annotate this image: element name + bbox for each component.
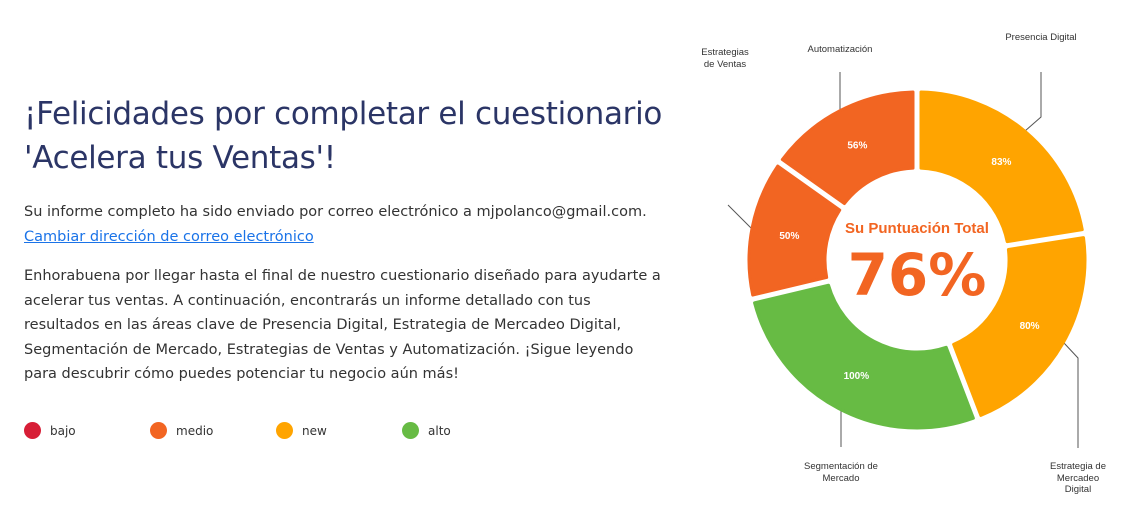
legend-item-bajo: bajo — [24, 422, 150, 439]
slice-value-label: 83% — [991, 157, 1011, 168]
legend-label: medio — [176, 423, 214, 438]
legend-item-alto: alto — [402, 422, 528, 439]
slice-value-label: 80% — [1020, 321, 1040, 332]
leader-line-mercadeo — [1063, 342, 1079, 448]
slice-value-label: 100% — [844, 371, 870, 382]
label-segmentacion: Segmentación de Mercado — [804, 461, 878, 484]
leader-line-ventas — [727, 204, 753, 230]
label-estrategias-ventas: Estrategias de Ventas — [701, 47, 749, 70]
total-score-value: 76% — [848, 241, 987, 309]
label-presencia: Presencia Digital — [1005, 32, 1077, 43]
leader-line-presencia — [1024, 72, 1042, 132]
legend-dot — [150, 422, 167, 439]
intro-paragraph: Enhorabuena por llegar hasta el final de… — [24, 268, 661, 382]
label-automatizacion: Automatización — [807, 44, 873, 55]
legend: bajo medio new alto — [24, 422, 528, 439]
donut-slice — [747, 164, 842, 297]
legend-label: bajo — [50, 423, 76, 438]
legend-item-new: new — [276, 422, 402, 439]
donut-slice — [919, 90, 1084, 244]
email-sent-text: Su informe completo ha sido enviado por … — [24, 200, 664, 249]
leader-lines — [727, 72, 1079, 448]
donut-slice — [753, 283, 975, 430]
donut-slice — [780, 90, 915, 206]
results-intro: ¡Felicidades por completar el cuestionar… — [24, 92, 664, 387]
total-score-title: Su Puntuación Total — [845, 220, 989, 237]
legend-dot — [276, 422, 293, 439]
legend-dot — [24, 422, 41, 439]
email-sent-message: Su informe completo ha sido enviado por … — [24, 204, 647, 220]
donut-slice — [952, 236, 1087, 417]
legend-dot — [402, 422, 419, 439]
page-title: ¡Felicidades por completar el cuestionar… — [24, 96, 663, 176]
legend-item-medio: medio — [150, 422, 276, 439]
slice-value-label: 56% — [847, 140, 867, 151]
change-email-link[interactable]: Cambiar dirección de correo electrónico — [24, 228, 314, 245]
slice-value-label: 50% — [779, 231, 799, 242]
legend-label: alto — [428, 423, 451, 438]
label-mercadeo: Estrategia de Mercadeo Digital — [1050, 461, 1106, 495]
legend-label: new — [302, 423, 327, 438]
